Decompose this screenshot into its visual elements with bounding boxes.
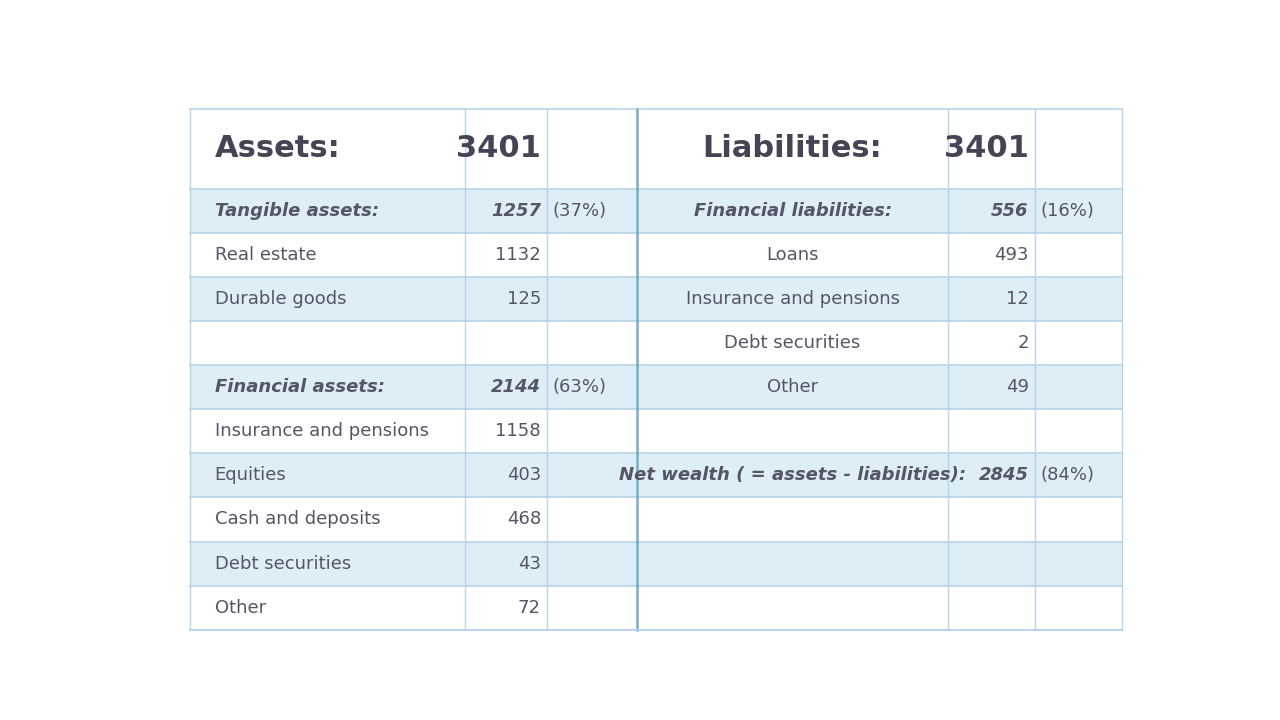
Text: Debt securities: Debt securities: [724, 334, 860, 352]
Text: Equities: Equities: [215, 467, 287, 485]
Text: Other: Other: [215, 598, 266, 616]
Text: Liabilities:: Liabilities:: [703, 134, 882, 163]
Text: Financial assets:: Financial assets:: [215, 378, 384, 396]
Bar: [189, 277, 1123, 321]
Bar: [189, 109, 1123, 189]
Text: (37%): (37%): [553, 202, 607, 220]
Bar: [189, 585, 1123, 630]
Text: 556: 556: [991, 202, 1029, 220]
Text: Net wealth ( = assets - liabilities):: Net wealth ( = assets - liabilities):: [620, 467, 966, 485]
Text: (16%): (16%): [1041, 202, 1094, 220]
Text: Assets:: Assets:: [215, 134, 340, 163]
Text: 72: 72: [518, 598, 541, 616]
Bar: [189, 189, 1123, 233]
Text: 43: 43: [518, 554, 541, 572]
Text: Cash and deposits: Cash and deposits: [215, 510, 380, 528]
Text: Other: Other: [767, 378, 818, 396]
Bar: [189, 233, 1123, 277]
Text: 3401: 3401: [943, 134, 1029, 163]
Text: 1132: 1132: [495, 246, 541, 264]
Text: Insurance and pensions: Insurance and pensions: [686, 290, 900, 308]
Text: 403: 403: [507, 467, 541, 485]
Text: Loans: Loans: [767, 246, 819, 264]
Text: 12: 12: [1006, 290, 1029, 308]
Bar: [189, 409, 1123, 454]
Text: 2144: 2144: [492, 378, 541, 396]
Text: Financial liabilities:: Financial liabilities:: [694, 202, 892, 220]
Text: Durable goods: Durable goods: [215, 290, 346, 308]
Text: (84%): (84%): [1041, 467, 1094, 485]
Text: Debt securities: Debt securities: [215, 554, 351, 572]
Text: 493: 493: [995, 246, 1029, 264]
Bar: [189, 498, 1123, 541]
Text: 468: 468: [507, 510, 541, 528]
Bar: [189, 365, 1123, 409]
Text: 3401: 3401: [456, 134, 541, 163]
Text: 1158: 1158: [495, 422, 541, 440]
Text: 49: 49: [1006, 378, 1029, 396]
Text: 2: 2: [1018, 334, 1029, 352]
Bar: [189, 321, 1123, 365]
Text: Tangible assets:: Tangible assets:: [215, 202, 379, 220]
Text: (63%): (63%): [553, 378, 607, 396]
Text: 125: 125: [507, 290, 541, 308]
Bar: [189, 454, 1123, 498]
Text: Insurance and pensions: Insurance and pensions: [215, 422, 429, 440]
Text: 2845: 2845: [979, 467, 1029, 485]
Text: 1257: 1257: [492, 202, 541, 220]
Bar: [189, 541, 1123, 585]
Text: Real estate: Real estate: [215, 246, 316, 264]
